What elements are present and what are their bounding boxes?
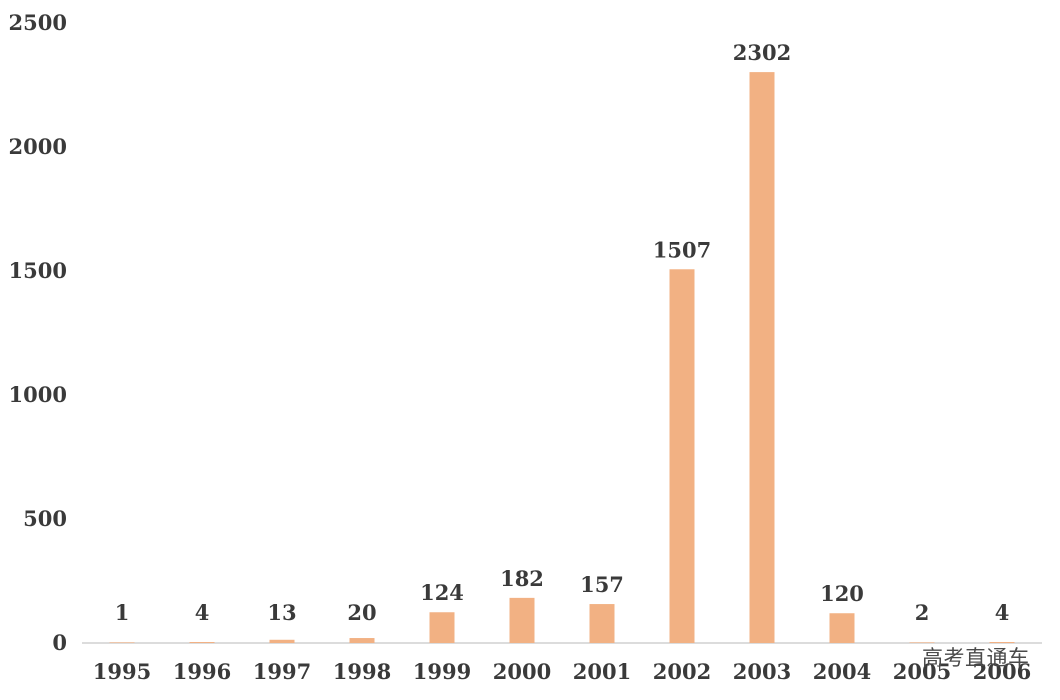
x-tick-label-2004: 2004 [813, 659, 871, 684]
data-label-2006: 4 [995, 600, 1010, 625]
bar-2001 [589, 604, 615, 643]
x-tick-label-1998: 1998 [333, 659, 391, 684]
bar-1995 [109, 642, 135, 643]
x-tick-label-2003: 2003 [733, 659, 791, 684]
y-tick-label: 1500 [9, 258, 67, 283]
bar-2000 [509, 597, 535, 643]
x-tick-label-1995: 1995 [93, 659, 151, 684]
x-tick-label-2006: 2006 [973, 659, 1031, 684]
bar-2003 [749, 72, 775, 643]
x-tick-label-2000: 2000 [493, 659, 551, 684]
data-label-2004: 120 [820, 581, 864, 606]
bar-2004 [829, 613, 855, 643]
data-label-2000: 182 [500, 566, 544, 591]
x-tick-label-1999: 1999 [413, 659, 471, 684]
x-tick-label-2001: 2001 [573, 659, 631, 684]
watermark-text: 高考直通车 [922, 646, 1030, 670]
y-tick-label: 2000 [9, 134, 67, 159]
x-tick-label-1997: 1997 [253, 659, 311, 684]
x-tick-label-1996: 1996 [173, 659, 231, 684]
y-tick-label: 500 [23, 506, 67, 531]
data-label-2003: 2302 [733, 40, 791, 65]
data-label-2005: 2 [915, 600, 930, 625]
x-tick-label-2005: 2005 [893, 659, 951, 684]
x-tick-label-2002: 2002 [653, 659, 711, 684]
y-tick-label: 1000 [9, 382, 67, 407]
data-label-1997: 13 [267, 600, 296, 625]
data-label-1998: 20 [347, 600, 376, 625]
bar-2002 [669, 269, 695, 643]
data-label-1995: 1 [115, 600, 130, 625]
bar-1996 [189, 642, 215, 643]
bar-1998 [349, 638, 375, 643]
y-tick-label: 0 [52, 630, 67, 655]
bar-2006 [989, 642, 1015, 643]
data-label-2001: 157 [580, 572, 624, 597]
bar-1999 [429, 612, 455, 643]
bar-2005 [909, 642, 935, 643]
data-label-1996: 4 [195, 600, 210, 625]
data-label-2002: 1507 [653, 237, 711, 262]
data-label-1999: 124 [420, 580, 464, 605]
y-tick-label: 2500 [9, 10, 67, 35]
bar-1997 [269, 639, 295, 643]
